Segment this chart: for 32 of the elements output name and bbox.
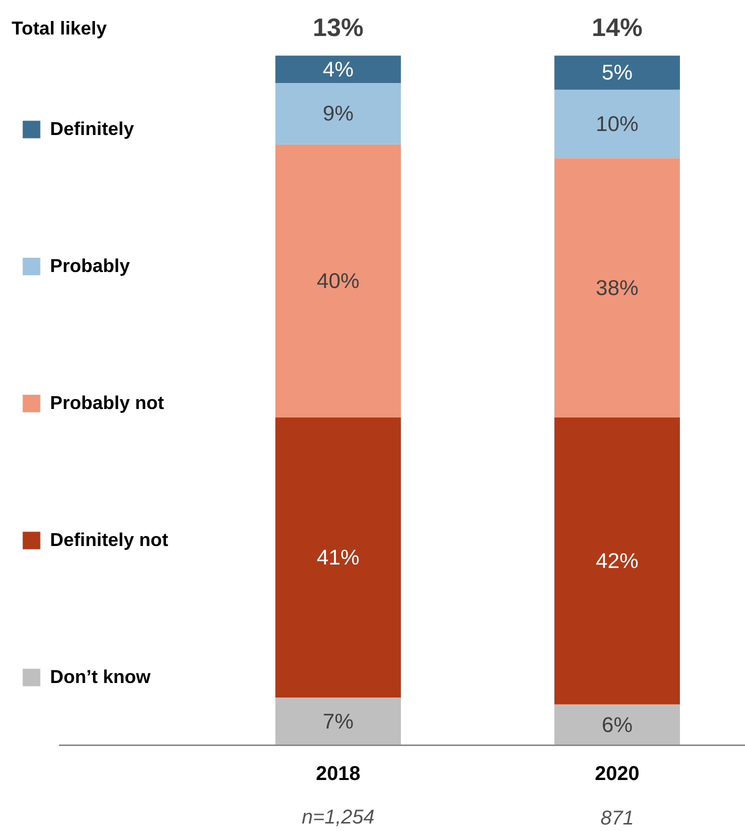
bar — [275, 698, 401, 746]
data-label: 6% — [602, 712, 633, 737]
legend-label: Probably — [50, 255, 130, 277]
data-label: 41% — [316, 546, 360, 570]
text: Total likely — [12, 18, 108, 39]
data-label: 5% — [602, 60, 633, 85]
legend-label: Probably not — [50, 392, 164, 414]
bar — [554, 56, 680, 90]
text: n=1,254 — [302, 806, 375, 829]
x-tick-label: 2018 — [316, 762, 360, 785]
bar — [275, 56, 401, 83]
bar — [554, 90, 680, 158]
bar — [275, 82, 401, 144]
data-label: 42% — [596, 548, 639, 573]
text: 13% — [312, 14, 364, 42]
legend-label: Definitely not — [50, 529, 168, 551]
bar — [554, 704, 680, 746]
data-label: 9% — [322, 102, 354, 126]
text: 14% — [592, 14, 643, 42]
x-tick-label: 2020 — [594, 762, 640, 785]
data-label: 40% — [316, 268, 360, 293]
data-label: 7% — [322, 709, 354, 734]
bar — [275, 418, 401, 698]
data-label: 38% — [596, 276, 639, 300]
data-label: 4% — [322, 57, 354, 82]
text: 871 — [600, 808, 634, 830]
bar — [554, 418, 680, 704]
bar — [275, 144, 401, 418]
legend-label: Don’t know — [50, 666, 151, 688]
data-label: 10% — [596, 112, 639, 136]
bar — [554, 158, 680, 418]
legend-label: Definitely — [50, 118, 134, 140]
